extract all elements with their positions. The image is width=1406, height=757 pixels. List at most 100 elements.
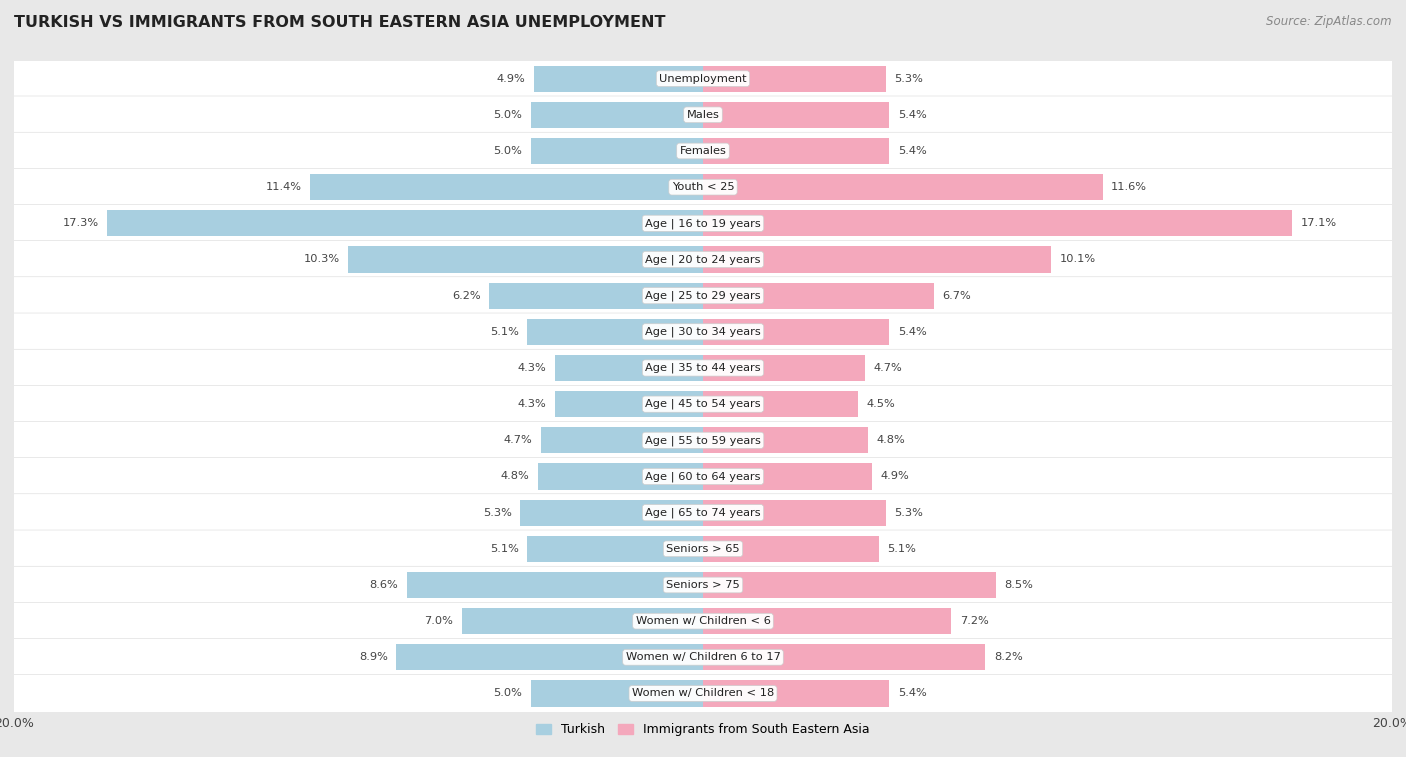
FancyBboxPatch shape [14,168,1392,206]
FancyBboxPatch shape [14,422,1392,459]
Text: 6.2%: 6.2% [453,291,481,301]
Text: 7.2%: 7.2% [960,616,988,626]
Bar [703,681,889,706]
Bar [534,66,703,92]
FancyBboxPatch shape [14,638,1392,676]
FancyBboxPatch shape [14,603,1392,640]
Text: 5.1%: 5.1% [489,544,519,554]
Text: 5.4%: 5.4% [897,110,927,120]
Text: 4.7%: 4.7% [873,363,903,373]
FancyBboxPatch shape [14,566,1392,604]
Bar [703,608,950,634]
Bar [541,427,703,453]
Bar [555,391,703,417]
Bar [703,463,872,490]
Bar [311,174,703,200]
Text: 17.3%: 17.3% [62,218,98,229]
Bar [703,66,886,92]
Bar [703,210,1292,236]
Text: 4.8%: 4.8% [877,435,905,445]
Bar [703,355,865,381]
Bar [406,572,703,598]
FancyBboxPatch shape [14,313,1392,350]
Text: Seniors > 75: Seniors > 75 [666,580,740,590]
Bar [703,500,886,525]
Text: Source: ZipAtlas.com: Source: ZipAtlas.com [1267,15,1392,28]
Bar [527,536,703,562]
Text: Seniors > 65: Seniors > 65 [666,544,740,554]
Text: 5.3%: 5.3% [894,508,924,518]
Bar [107,210,703,236]
Bar [520,500,703,525]
Text: Age | 45 to 54 years: Age | 45 to 54 years [645,399,761,410]
Text: 8.2%: 8.2% [994,653,1022,662]
FancyBboxPatch shape [14,204,1392,242]
Text: Age | 60 to 64 years: Age | 60 to 64 years [645,472,761,481]
FancyBboxPatch shape [14,60,1392,98]
Legend: Turkish, Immigrants from South Eastern Asia: Turkish, Immigrants from South Eastern A… [531,718,875,741]
FancyBboxPatch shape [14,530,1392,568]
Bar [461,608,703,634]
Text: Women w/ Children 6 to 17: Women w/ Children 6 to 17 [626,653,780,662]
Text: 10.1%: 10.1% [1060,254,1095,264]
Text: 5.4%: 5.4% [897,146,927,156]
Text: 4.5%: 4.5% [866,399,896,409]
Text: Age | 35 to 44 years: Age | 35 to 44 years [645,363,761,373]
Bar [531,681,703,706]
Text: Females: Females [679,146,727,156]
FancyBboxPatch shape [14,385,1392,423]
Text: 8.9%: 8.9% [359,653,388,662]
Text: 5.4%: 5.4% [897,327,927,337]
Text: Age | 20 to 24 years: Age | 20 to 24 years [645,254,761,265]
FancyBboxPatch shape [14,494,1392,531]
Text: 11.6%: 11.6% [1111,182,1147,192]
Text: Unemployment: Unemployment [659,73,747,83]
Bar [703,282,934,309]
Text: 5.1%: 5.1% [489,327,519,337]
Text: TURKISH VS IMMIGRANTS FROM SOUTH EASTERN ASIA UNEMPLOYMENT: TURKISH VS IMMIGRANTS FROM SOUTH EASTERN… [14,15,665,30]
Bar [703,138,889,164]
FancyBboxPatch shape [14,241,1392,279]
Text: 10.3%: 10.3% [304,254,340,264]
Text: Age | 55 to 59 years: Age | 55 to 59 years [645,435,761,446]
Text: 4.8%: 4.8% [501,472,529,481]
Bar [531,101,703,128]
FancyBboxPatch shape [14,96,1392,134]
Bar [527,319,703,345]
Text: Age | 16 to 19 years: Age | 16 to 19 years [645,218,761,229]
FancyBboxPatch shape [14,132,1392,170]
FancyBboxPatch shape [14,458,1392,495]
Bar [537,463,703,490]
Bar [703,247,1050,273]
Text: Women w/ Children < 6: Women w/ Children < 6 [636,616,770,626]
Text: 8.6%: 8.6% [370,580,398,590]
Text: 8.5%: 8.5% [1004,580,1033,590]
Text: 4.9%: 4.9% [496,73,526,83]
Text: 4.3%: 4.3% [517,363,547,373]
Bar [349,247,703,273]
Text: 5.4%: 5.4% [897,689,927,699]
Text: 17.1%: 17.1% [1301,218,1337,229]
Bar [703,101,889,128]
Text: 6.7%: 6.7% [942,291,972,301]
Bar [555,355,703,381]
Text: 4.3%: 4.3% [517,399,547,409]
Text: 4.9%: 4.9% [880,472,910,481]
Bar [396,644,703,671]
Text: 4.7%: 4.7% [503,435,533,445]
Text: 11.4%: 11.4% [266,182,302,192]
Bar [703,174,1102,200]
FancyBboxPatch shape [14,277,1392,314]
Bar [703,644,986,671]
Text: Age | 30 to 34 years: Age | 30 to 34 years [645,326,761,337]
Bar [531,138,703,164]
Text: 5.1%: 5.1% [887,544,917,554]
Text: 7.0%: 7.0% [425,616,453,626]
Bar [703,319,889,345]
Bar [703,391,858,417]
Bar [703,427,869,453]
Text: Age | 65 to 74 years: Age | 65 to 74 years [645,507,761,518]
Text: 5.3%: 5.3% [482,508,512,518]
Text: Women w/ Children < 18: Women w/ Children < 18 [631,689,775,699]
Text: 5.0%: 5.0% [494,689,522,699]
